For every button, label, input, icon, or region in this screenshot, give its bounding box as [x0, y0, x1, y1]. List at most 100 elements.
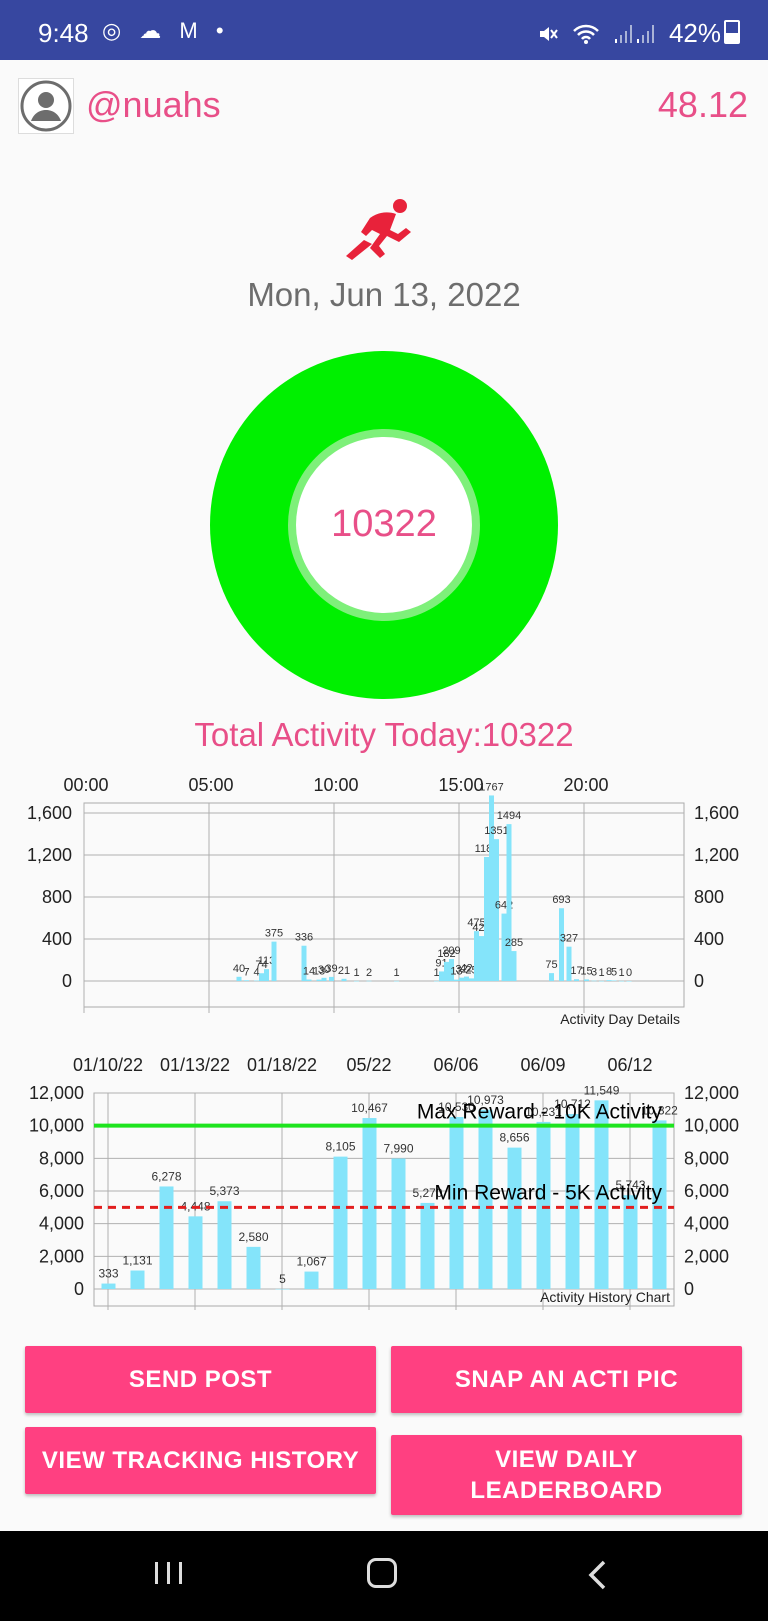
bar	[246, 1246, 261, 1289]
y-tick-right: 12,000	[684, 1083, 739, 1103]
bar-value-label: 17	[570, 965, 582, 977]
bar-value-label: 15	[580, 965, 592, 977]
y-tick-right: 0	[694, 971, 704, 991]
bar	[619, 980, 624, 982]
bar-value-label: 336	[295, 932, 313, 944]
bar	[459, 977, 464, 981]
bar-value-label: 10,973	[467, 1093, 504, 1107]
bar-value-label: 10,322	[641, 1103, 678, 1117]
bar-value-label: 39	[325, 963, 337, 975]
runner-icon	[346, 199, 411, 260]
view-daily-leaderboard-button[interactable]: VIEW DAILY LEADERBOARD	[391, 1435, 742, 1515]
bar	[611, 980, 617, 981]
bar-value-label: 30	[318, 964, 330, 976]
x-tick: 06/09	[520, 1055, 565, 1075]
bar-value-label: 40	[233, 963, 245, 975]
bar	[511, 951, 517, 981]
min-reward-label: Min Reward - 5K Activity	[434, 1181, 662, 1204]
send-post-button[interactable]: SEND POST	[25, 1346, 376, 1413]
bar	[507, 1147, 522, 1289]
x-tick: 20:00	[563, 775, 608, 795]
bar	[454, 979, 459, 981]
bar-value-label: 2,580	[238, 1230, 268, 1244]
ring-center	[296, 437, 472, 613]
bar	[391, 1158, 406, 1289]
bar	[506, 824, 512, 981]
bar-value-label: 13	[313, 966, 325, 978]
bar-value-label: 475	[467, 917, 485, 929]
x-tick: 05/22	[346, 1055, 391, 1075]
bar-value-label: 32	[455, 964, 467, 976]
battery-text: 42%	[668, 18, 721, 48]
avatar[interactable]	[18, 78, 74, 134]
y-tick-right: 6,000	[684, 1181, 729, 1201]
snap-acti-pic-button[interactable]: SNAP AN ACTI PIC	[391, 1346, 742, 1413]
bar-value-label: 21	[338, 965, 350, 977]
bar-value-label: 2	[366, 967, 372, 979]
bar-value-label: 11,549	[584, 1083, 620, 1097]
bar	[469, 978, 474, 981]
bar-value-label: 5	[279, 1272, 286, 1286]
bar-value-label: 5,743	[615, 1178, 645, 1192]
bar	[329, 976, 334, 981]
battery-icon	[724, 20, 740, 44]
bar	[341, 978, 347, 981]
date-label: Mon, Jun 13, 2022	[247, 276, 521, 313]
bar-value-label: 285	[505, 937, 523, 949]
bar	[536, 1121, 551, 1289]
chart-title: Activity History Chart	[540, 1289, 670, 1305]
bar	[366, 980, 372, 982]
x-tick: 06/12	[607, 1055, 652, 1075]
bar-value-label: 375	[265, 928, 283, 940]
bar-value-label: 6,278	[151, 1169, 181, 1183]
bar	[304, 1271, 319, 1289]
bar	[259, 973, 264, 981]
bar-value-label: 1	[353, 967, 359, 979]
x-tick: 15:00	[438, 775, 483, 795]
bar-value-label: 7	[243, 966, 249, 978]
y-tick-left: 12,000	[29, 1083, 84, 1103]
y-tick-right: 0	[684, 1279, 694, 1299]
day-activity-chart: 0 0 400 400 800 800 1,200 1,200 1,600 1,600 00:00 0…	[0, 765, 768, 1030]
bar	[333, 1156, 348, 1289]
recent-apps-icon[interactable]	[152, 1560, 186, 1586]
leaderboard-label-line1: VIEW DAILY	[495, 1446, 638, 1473]
ring-value: 10322	[331, 503, 437, 545]
bar	[494, 839, 499, 981]
status-time: 9:48	[38, 18, 89, 48]
bar	[244, 980, 249, 981]
bar-value-label: 75	[545, 959, 557, 971]
y-tick-left: 6,000	[39, 1181, 84, 1201]
activity-ring: 10322	[210, 351, 558, 699]
bar	[652, 1120, 667, 1289]
bar	[306, 979, 312, 981]
bar-value-label: 10,231	[525, 1105, 562, 1119]
y-tick-left: 4,000	[39, 1214, 84, 1234]
y-tick-right: 400	[694, 929, 724, 949]
bar	[130, 1270, 145, 1289]
home-icon[interactable]	[367, 1558, 397, 1588]
view-tracking-history-button[interactable]: VIEW TRACKING HISTORY	[25, 1427, 376, 1494]
bar	[559, 908, 564, 981]
y-tick-left: 1,600	[27, 803, 72, 823]
back-icon[interactable]	[586, 1560, 610, 1590]
x-tick: 01/13/22	[160, 1055, 230, 1075]
bar-value-label: 42	[460, 963, 472, 975]
y-tick-right: 800	[694, 887, 724, 907]
wifi-icon	[573, 24, 600, 44]
bar	[449, 959, 454, 981]
x-tick: 06/06	[433, 1055, 478, 1075]
bar	[264, 969, 269, 981]
y-tick-right: 4,000	[684, 1214, 729, 1234]
y-tick-left: 2,000	[39, 1246, 84, 1266]
bar-value-label: 1494	[497, 810, 521, 822]
username[interactable]: @nuahs	[86, 84, 221, 125]
y-tick-right: 10,000	[684, 1116, 739, 1136]
bar	[501, 913, 507, 981]
bar-value-label: 1	[433, 967, 439, 979]
bar-value-label: 1767	[479, 781, 503, 793]
x-tick: 05:00	[188, 775, 233, 795]
navigation-bar	[0, 1531, 768, 1621]
bar	[594, 1100, 609, 1289]
bar	[591, 980, 597, 982]
